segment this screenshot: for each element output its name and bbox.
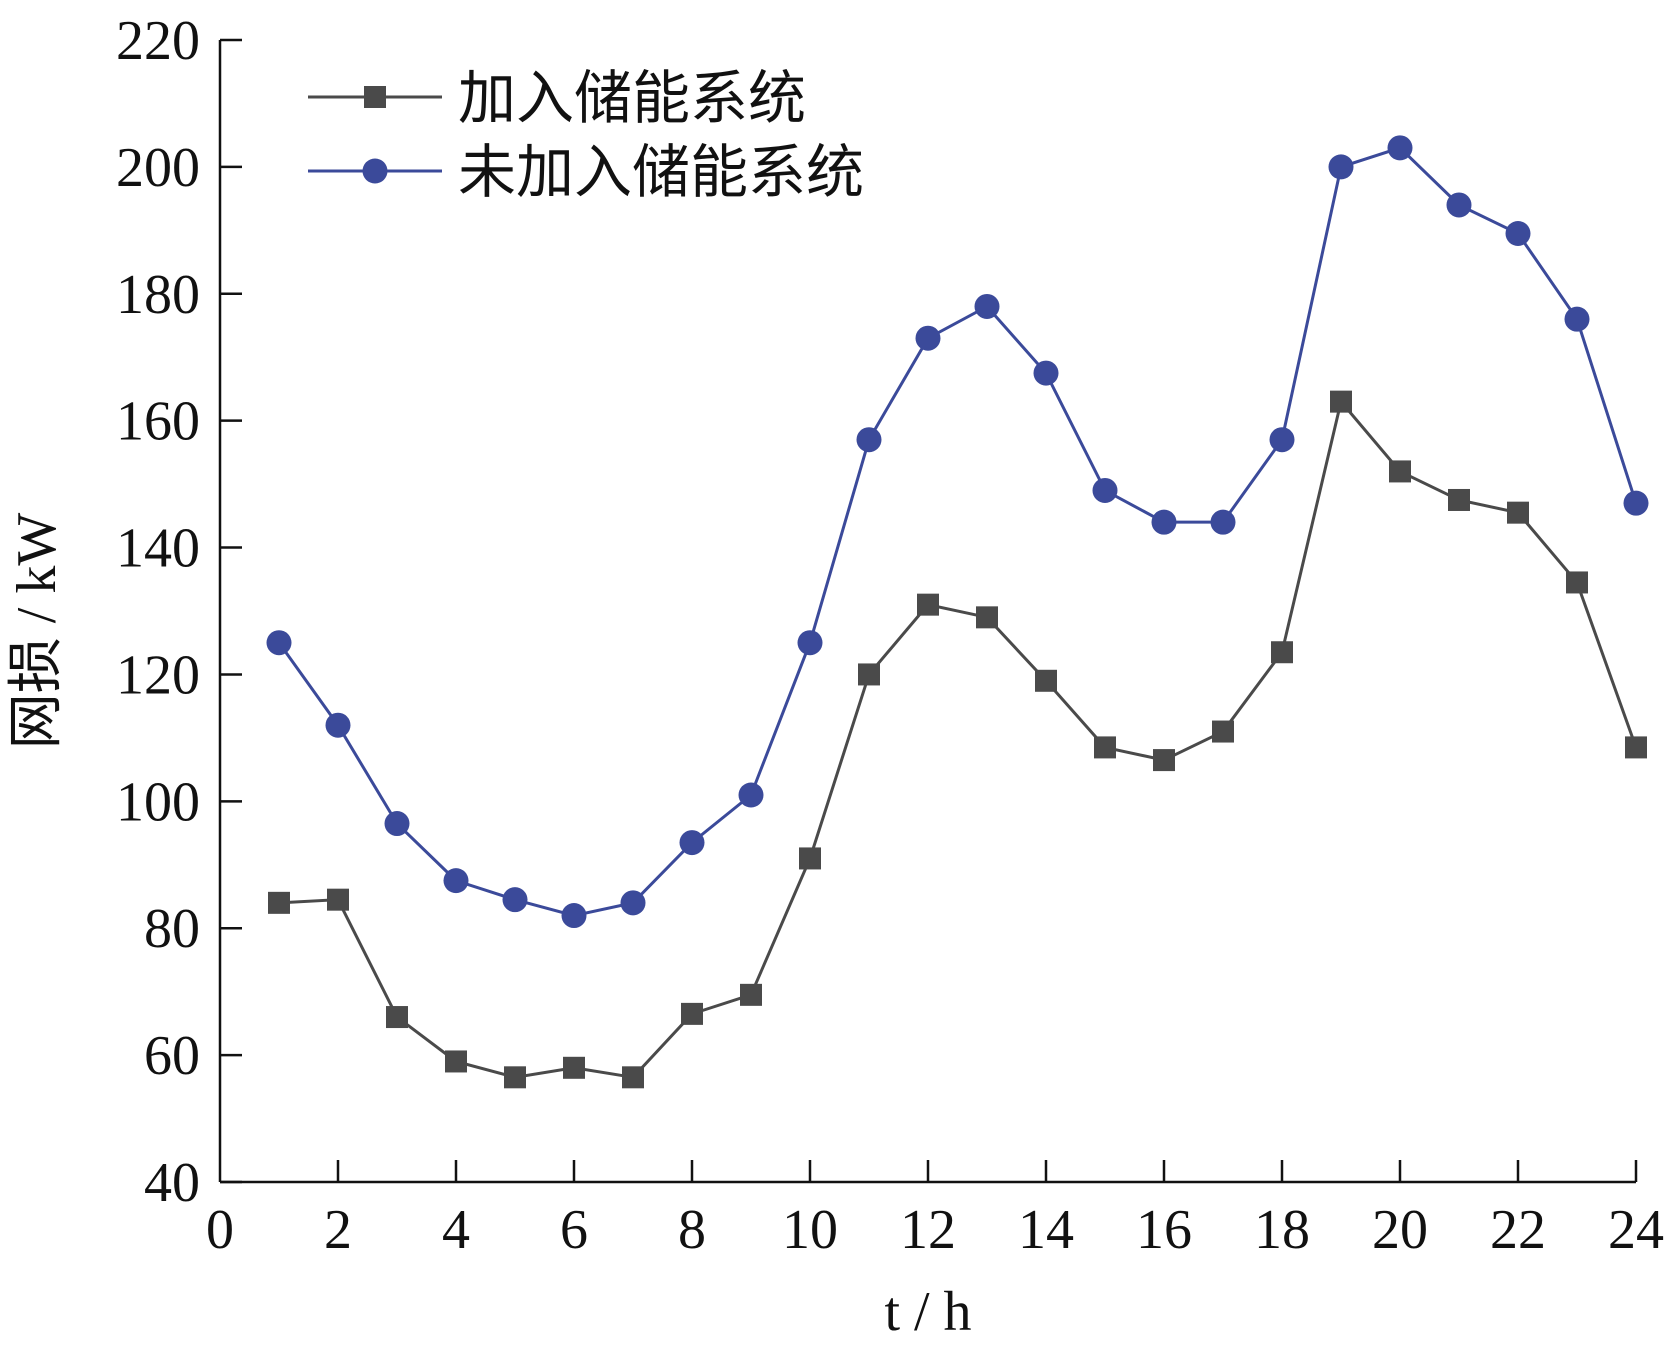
data-point-circle <box>856 427 882 453</box>
data-point-square <box>327 888 349 911</box>
data-point-circle <box>1151 509 1177 535</box>
data-point-circle <box>679 830 705 856</box>
series-1 <box>268 390 1647 1089</box>
data-point-square <box>799 847 821 870</box>
series-line <box>278 398 1638 1079</box>
series-layer <box>266 135 1649 1089</box>
x-tick-label: 10 <box>782 1199 838 1261</box>
y-axis-title: 网损 / kW <box>6 513 68 750</box>
x-tick-label: 14 <box>1018 1199 1074 1261</box>
data-point-circle <box>915 325 941 351</box>
x-tick-label: 6 <box>560 1199 588 1261</box>
data-point-square <box>1271 641 1293 664</box>
data-point-square <box>681 1002 703 1025</box>
data-point-circle <box>1623 490 1649 516</box>
legend-marker-square <box>364 86 386 108</box>
y-tick-label: 120 <box>116 644 200 706</box>
x-tick-label: 22 <box>1490 1199 1546 1261</box>
y-tick-label: 60 <box>144 1025 200 1087</box>
data-point-circle <box>502 887 528 913</box>
data-point-square <box>1448 488 1470 511</box>
data-point-square <box>740 983 762 1006</box>
y-tick-label: 160 <box>116 391 200 453</box>
x-tick-label: 18 <box>1254 1199 1310 1261</box>
data-point-circle <box>1446 192 1472 218</box>
data-point-square <box>858 663 880 686</box>
y-tick-label: 40 <box>144 1152 200 1214</box>
data-point-square <box>445 1050 467 1073</box>
x-tick-label: 0 <box>206 1199 234 1261</box>
data-point-square <box>1330 390 1352 413</box>
series-line <box>277 146 1638 918</box>
y-tick-label: 80 <box>144 898 200 960</box>
y-tick-label: 100 <box>116 771 200 833</box>
y-tick-label: 180 <box>116 264 200 326</box>
x-tick-label: 20 <box>1372 1199 1428 1261</box>
data-point-square <box>976 606 998 629</box>
data-point-circle <box>1210 509 1236 535</box>
data-point-square <box>622 1066 644 1089</box>
data-point-circle <box>266 630 292 656</box>
x-tick-label: 2 <box>324 1199 352 1261</box>
data-point-square <box>1212 720 1234 743</box>
series-2 <box>266 135 1649 929</box>
data-point-circle <box>974 293 1000 319</box>
data-point-circle <box>443 868 469 894</box>
legend-marker-circle <box>362 158 388 184</box>
data-point-circle <box>561 903 587 929</box>
data-point-square <box>268 891 290 914</box>
data-point-square <box>1094 736 1116 759</box>
data-point-square <box>1566 571 1588 594</box>
data-point-square <box>1625 736 1647 759</box>
y-tick-label: 220 <box>116 10 200 72</box>
data-point-square <box>563 1056 585 1079</box>
data-point-square <box>917 593 939 616</box>
data-point-circle <box>1564 306 1590 332</box>
x-tick-label: 8 <box>678 1199 706 1261</box>
data-point-circle <box>1092 477 1118 503</box>
y-tick-label: 200 <box>116 137 200 199</box>
data-point-square <box>1507 501 1529 524</box>
data-point-circle <box>384 811 410 837</box>
data-point-circle <box>1328 154 1354 180</box>
data-point-circle <box>1033 360 1059 386</box>
data-point-circle <box>1387 135 1413 161</box>
x-axis-title: t / h <box>884 1281 971 1343</box>
legend-label: 加入储能系统 <box>458 64 806 132</box>
data-point-square <box>1035 669 1057 692</box>
legend-label: 未加入储能系统 <box>458 138 864 206</box>
data-point-circle <box>797 630 823 656</box>
data-point-square <box>504 1066 526 1089</box>
data-point-circle <box>325 712 351 738</box>
x-tick-label: 24 <box>1608 1199 1664 1261</box>
data-point-square <box>386 1006 408 1029</box>
data-point-circle <box>1505 221 1531 247</box>
data-point-circle <box>1269 427 1295 453</box>
data-point-circle <box>620 890 646 916</box>
x-tick-label: 4 <box>442 1199 470 1261</box>
x-tick-label: 16 <box>1136 1199 1192 1261</box>
data-point-square <box>1389 460 1411 483</box>
data-point-square <box>1153 749 1175 772</box>
data-point-circle <box>738 782 764 808</box>
y-tick-label: 140 <box>116 518 200 580</box>
x-tick-label: 12 <box>900 1199 956 1261</box>
